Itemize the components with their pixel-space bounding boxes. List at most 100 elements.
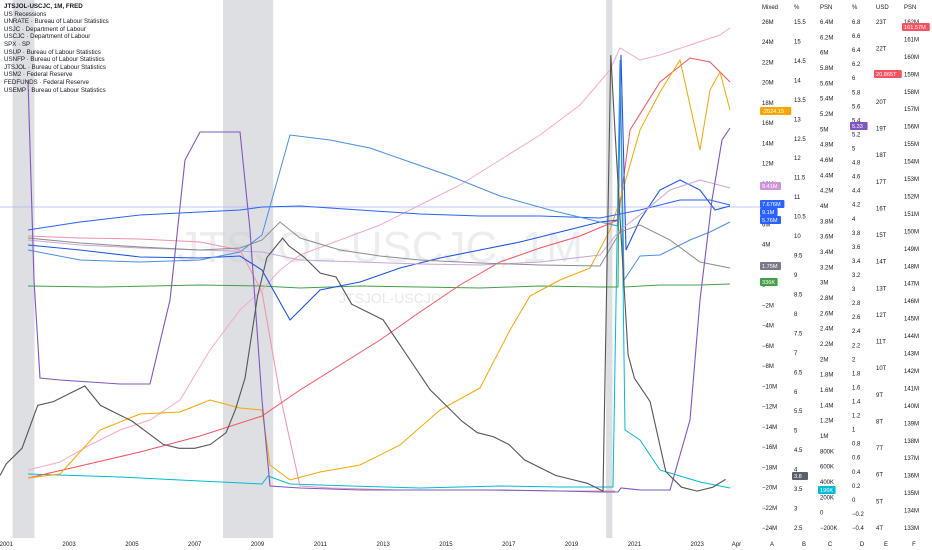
legend-entry[interactable]: JTSJOL-USCJC, 1M, FRED [4, 3, 83, 10]
y-tick-label: 10 [794, 234, 801, 240]
y-tick-label: 9 [794, 273, 798, 279]
x-tick-label: Apr [732, 542, 741, 548]
legend-entry[interactable]: JTSJOL · Bureau of Labour Statistics [4, 63, 106, 71]
x-tick-label: 2007 [188, 542, 202, 548]
y-tick-label: 158M [904, 90, 919, 96]
y-tick-label: −10M [762, 384, 777, 390]
series-line-blue-mid [27, 199, 731, 231]
y-tick-label: 3.6 [852, 245, 861, 251]
legend-entry[interactable]: UNRATE · Bureau of Labour Statistics [4, 18, 109, 26]
y-tick-label: 15 [794, 39, 801, 45]
y-tick-label: 1.2M [820, 419, 833, 425]
scale-letter[interactable]: D [860, 542, 865, 548]
y-tick-label: 3.8M [820, 219, 833, 225]
y-tick-label: 8 [794, 312, 798, 318]
x-tick-label: 2005 [125, 542, 139, 548]
y-tick-label: 1.8 [852, 371, 861, 377]
y-tick-label: 6.6 [852, 34, 861, 40]
y-tick-label: 12.5 [794, 137, 806, 143]
y-tick-label: 5.2 [852, 132, 861, 138]
scale-letter[interactable]: A [770, 542, 774, 548]
scale-header[interactable]: Mixed [762, 5, 778, 11]
legend-entry[interactable]: USEMP · Bureau of Labour Statistics [4, 86, 106, 94]
y-tick-label: −8M [762, 364, 774, 370]
y-tick-label: 3.6M [820, 235, 833, 241]
y-tick-label: 6T [876, 473, 883, 479]
x-tick-label: 2023 [691, 542, 705, 548]
y-tick-label: 5T [876, 499, 883, 505]
y-tick-label: 5.6M [820, 81, 833, 87]
y-tick-label: 4.8M [820, 143, 833, 149]
y-tick-label: 4.8 [852, 161, 861, 167]
legend-entry[interactable]: SPX · SP [4, 40, 31, 48]
y-tick-label: 13T [876, 286, 887, 292]
scale-letter[interactable]: B [802, 542, 806, 548]
watermark-sub: JTSJOL-USCJC [339, 290, 441, 306]
y-tick-label: 0.2 [852, 484, 861, 490]
y-tick-label: 14M [762, 141, 774, 147]
y-tick-label: 1.8M [820, 373, 833, 379]
price-badge [760, 216, 781, 224]
y-tick-label: 0 [820, 511, 824, 517]
y-tick-label: 8T [876, 419, 883, 425]
legend-entry[interactable]: USCJC · Department of Labour [4, 33, 91, 41]
y-tick-label: 140M [904, 404, 919, 410]
scale-letter[interactable]: C [828, 542, 833, 548]
series-line-grey [27, 221, 731, 269]
y-tick-label: 0.6 [852, 456, 861, 462]
x-tick-label: 2003 [62, 542, 76, 548]
y-tick-label: 146M [904, 299, 919, 305]
y-tick-label: 3.5 [794, 487, 803, 493]
scale-header[interactable]: PSN [820, 5, 832, 11]
y-tick-label: 20M [762, 81, 774, 87]
y-tick-label: 8.5 [794, 292, 803, 298]
price-badge [902, 23, 930, 31]
x-tick-label: 2019 [565, 542, 579, 548]
y-tick-label: 2.8 [852, 301, 861, 307]
y-tick-label: 1.6 [852, 385, 861, 391]
legend-entry[interactable]: USM2 · Federal Reserve [4, 71, 73, 79]
y-tick-label: 600K [820, 465, 834, 471]
y-tick-label: 5 [794, 429, 798, 435]
y-tick-label: 5.2M [820, 112, 833, 118]
scale-letter[interactable]: F [912, 542, 916, 548]
y-tick-label: 17T [876, 180, 887, 186]
y-tick-label: 10.5 [794, 215, 806, 221]
series-line-pink-falling [27, 235, 615, 492]
y-tick-label: 10T [876, 366, 887, 372]
legend-entry[interactable]: USNFP · Bureau of Labour Statistics [4, 56, 105, 64]
y-tick-label: 159M [904, 72, 919, 78]
legend-entry[interactable]: US Recessions [4, 10, 47, 18]
y-tick-label: 1 [852, 428, 856, 434]
y-tick-label: 2.2M [820, 342, 833, 348]
legend-entry[interactable]: USUP · Bureau of Labour Statistics [4, 48, 101, 56]
scale-header[interactable]: PSN [904, 5, 916, 11]
scale-header[interactable]: % [794, 5, 800, 11]
y-tick-label: 155M [904, 142, 919, 148]
y-tick-label: 133M [904, 526, 919, 532]
y-tick-label: −24M [762, 526, 777, 532]
scale-letter[interactable]: E [884, 542, 888, 548]
price-badge [760, 278, 778, 286]
y-tick-label: 12M [762, 162, 774, 168]
scale-header[interactable]: USD [876, 5, 889, 11]
y-tick-label: 400K [820, 480, 834, 486]
price-badge [760, 208, 778, 216]
price-badge [760, 200, 785, 208]
legend-entry[interactable]: FEDFUNDS · Federal Reserve [4, 78, 89, 86]
y-tick-label: 18T [876, 153, 887, 159]
recession-band [606, 0, 613, 538]
y-tick-label: 11T [876, 340, 886, 346]
price-badge-label: 9.41M [762, 184, 778, 190]
y-tick-label: −12M [762, 405, 777, 411]
y-tick-label: 4 [852, 217, 856, 223]
price-badge-label: 20.865T [876, 72, 897, 78]
y-tick-label: −0.4 [852, 526, 865, 532]
y-tick-label: −4M [762, 324, 774, 330]
scale-header[interactable]: % [852, 5, 858, 11]
legend-entry[interactable]: USJC · Department of Labour [4, 25, 86, 33]
y-tick-label: 6.4 [852, 48, 861, 54]
y-tick-label: 136M [904, 474, 919, 480]
price-badge [760, 262, 781, 270]
y-tick-label: 4 [794, 468, 798, 474]
